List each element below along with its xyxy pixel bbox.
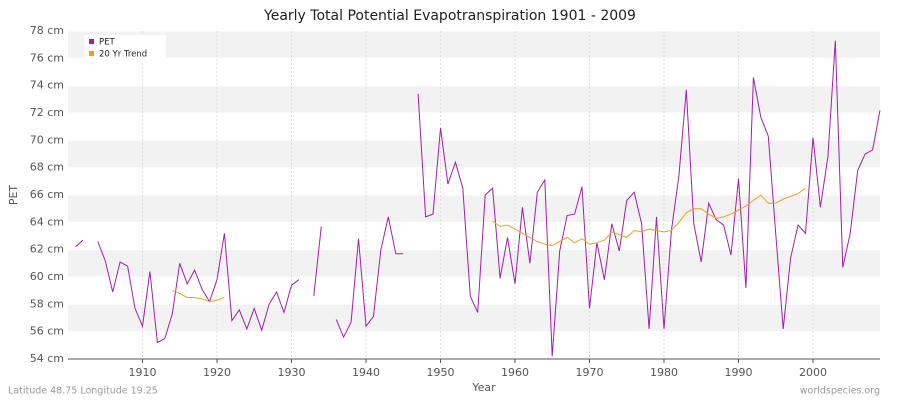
grid-band: [68, 195, 880, 223]
y-tick-label: 78 cm: [30, 24, 64, 37]
x-tick-label: 1920: [203, 366, 231, 379]
y-tick-label: 58 cm: [30, 297, 64, 310]
grid-band: [68, 140, 880, 168]
legend-label: PET: [99, 38, 115, 48]
legend-swatch: [89, 39, 94, 44]
x-tick-label: 1910: [128, 366, 156, 379]
grid-band: [68, 31, 880, 59]
y-tick-label: 64 cm: [30, 215, 64, 228]
x-tick-label: 1970: [575, 366, 603, 379]
legend-swatch: [89, 51, 94, 56]
y-tick-label: 54 cm: [30, 352, 64, 365]
footer-right: worldspecies.org: [800, 386, 880, 397]
y-tick-label: 66 cm: [30, 188, 64, 201]
x-tick-label: 2000: [799, 366, 827, 379]
y-tick-label: 56 cm: [30, 325, 64, 338]
x-tick-label: 1940: [352, 366, 380, 379]
x-tick-label: 1990: [724, 366, 752, 379]
series-line: [172, 187, 806, 303]
y-tick-label: 76 cm: [30, 51, 64, 64]
grid-band: [68, 249, 880, 277]
y-axis-label: PET: [7, 185, 20, 206]
y-tick-label: 68 cm: [30, 161, 64, 174]
x-tick-label: 1950: [426, 366, 454, 379]
x-tick-label: 1930: [277, 366, 305, 379]
chart-title: Yearly Total Potential Evapotranspiratio…: [263, 8, 636, 24]
y-tick-label: 60 cm: [30, 270, 64, 283]
y-tick-label: 62 cm: [30, 243, 64, 256]
legend-label: 20 Yr Trend: [99, 50, 147, 60]
y-tick-label: 72 cm: [30, 106, 64, 119]
x-tick-label: 1960: [501, 366, 529, 379]
legend-box: [84, 35, 166, 63]
x-axis-label: Year: [471, 381, 496, 394]
grid-band: [68, 304, 880, 332]
legend: PET 20 Yr Trend: [84, 35, 166, 63]
series-line: [75, 40, 881, 357]
y-tick-label: 74 cm: [30, 79, 64, 92]
y-tick-label: 70 cm: [30, 133, 64, 146]
footer-left: Latitude 48.75 Longitude 19.25: [8, 386, 158, 397]
grid-band: [68, 85, 880, 113]
x-tick-label: 1980: [650, 366, 678, 379]
